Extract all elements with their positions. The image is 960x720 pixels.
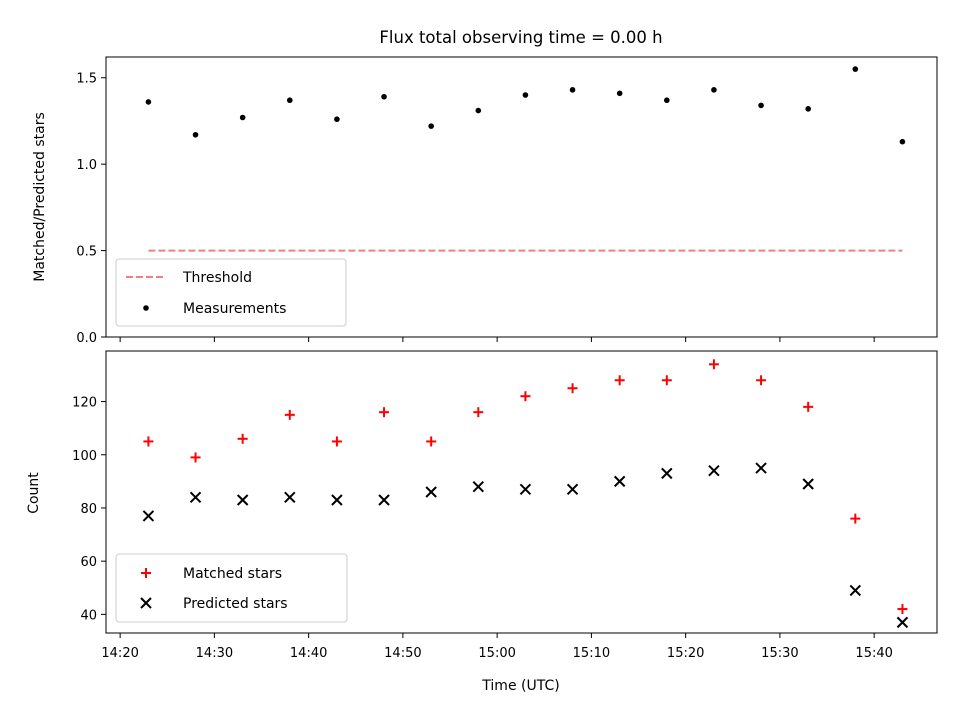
- top-y-axis-label: Matched/Predicted stars: [32, 112, 48, 282]
- bottom-x-tick-label: 14:30: [196, 646, 233, 661]
- predicted-star-point: [425, 486, 437, 498]
- predicted-star-point: [849, 584, 862, 597]
- legend-predicted-swatch: [140, 597, 152, 609]
- measurement-point: [852, 66, 859, 72]
- measurement-point: [239, 114, 246, 121]
- bottom-axes-frame: [105, 350, 938, 634]
- top-panel: Flux total observing time = 0.00 h Match…: [32, 28, 938, 346]
- measurement-point: [381, 93, 387, 100]
- legend-measurements-swatch: [143, 305, 149, 311]
- matched-star-point: [614, 375, 625, 386]
- bottom-x-tick-label: 15:10: [573, 646, 610, 661]
- measurement-point: [899, 138, 906, 145]
- measurement-point: [805, 106, 811, 112]
- top-x-ticks: [119, 337, 875, 342]
- measurement-point: [286, 97, 293, 104]
- bottom-legend: Matched stars Predicted stars: [115, 553, 348, 623]
- measurement-point: [616, 90, 623, 97]
- bottom-x-tick-label: 15:00: [478, 646, 515, 661]
- matched-star-point: [520, 391, 531, 402]
- measurement-point: [569, 87, 576, 93]
- bottom-y-tick-label: 60: [80, 555, 97, 570]
- top-plot-area: [145, 66, 906, 252]
- predicted-star-point: [708, 465, 720, 477]
- measurement-point: [522, 92, 529, 98]
- measurement-point: [145, 99, 152, 105]
- predicted-star-point: [284, 491, 296, 504]
- measurement-point: [428, 123, 434, 129]
- top-y-tick-label: 1.5: [76, 72, 97, 87]
- predicted-star-point: [613, 475, 626, 488]
- predicted-star-point: [472, 480, 485, 493]
- measurement-point: [758, 102, 764, 109]
- bottom-y-ticks: 40 60 80 100 120: [72, 396, 106, 623]
- matched-star-point: [661, 375, 672, 386]
- predicted-star-point: [378, 494, 390, 506]
- bottom-y-tick-label: 100: [72, 449, 97, 464]
- measurement-point: [475, 107, 482, 114]
- legend-threshold-label: Threshold: [182, 270, 252, 286]
- matched-star-point: [567, 383, 578, 394]
- matched-star-point: [473, 407, 484, 418]
- legend-plus-marker: [141, 568, 151, 578]
- bottom-y-tick-label: 120: [72, 396, 97, 411]
- bottom-y-axis-label: Count: [26, 472, 42, 514]
- matched-star-point: [284, 409, 295, 420]
- bottom-x-tick-label: 14:50: [384, 646, 421, 661]
- bottom-legend-box: [115, 553, 348, 623]
- predicted-star-point: [519, 483, 532, 496]
- bottom-x-tick-label: 15:20: [667, 646, 704, 661]
- matched-star-point: [237, 433, 248, 444]
- matched-star-point: [143, 436, 154, 447]
- top-y-tick-label: 1.0: [76, 158, 97, 173]
- matched-star-point: [897, 604, 908, 615]
- predicted-star-point: [236, 494, 249, 506]
- chart-title: Flux total observing time = 0.00 h: [379, 28, 662, 47]
- measurement-point: [664, 97, 670, 104]
- matched-star-point: [190, 452, 201, 463]
- predicted-star-point: [331, 494, 343, 506]
- legend-matched-label: Matched stars: [183, 566, 282, 582]
- bottom-x-tick-label: 14:20: [101, 646, 138, 661]
- measurement-point: [334, 116, 340, 123]
- measurement-point: [711, 87, 717, 93]
- matched-star-point: [708, 359, 719, 370]
- bottom-y-tick-label: 80: [80, 502, 97, 517]
- bottom-y-tick-label: 40: [80, 608, 97, 623]
- bottom-panel: Count Time (UTC) 40 60 80 100 120 14:20 14:30…: [26, 350, 938, 694]
- predicted-star-point: [142, 510, 155, 522]
- top-y-tick-label: 0.0: [76, 331, 97, 346]
- matched-star-point: [426, 436, 437, 447]
- predicted-star-point: [189, 491, 202, 504]
- x-axis-label: Time (UTC): [481, 678, 559, 694]
- legend-predicted-label: Predicted stars: [183, 596, 288, 612]
- matched-star-point: [331, 436, 342, 447]
- legend-measurements-label: Measurements: [183, 301, 286, 317]
- top-y-tick-label: 0.5: [76, 245, 97, 260]
- top-legend-box: [115, 258, 347, 327]
- predicted-star-point: [802, 478, 814, 490]
- predicted-star-point: [896, 616, 909, 629]
- top-y-ticks: 0.0 0.5 1.0 1.5: [76, 72, 106, 346]
- matched-star-point: [379, 407, 390, 418]
- matched-star-point: [756, 375, 767, 386]
- bottom-x-tick-label: 15:40: [855, 646, 892, 661]
- predicted-star-point: [755, 462, 767, 474]
- matched-star-point: [850, 513, 861, 524]
- top-axes-frame: [105, 56, 938, 338]
- legend-matched-swatch: [141, 568, 151, 578]
- predicted-star-point: [566, 483, 579, 496]
- measurement-point: [192, 131, 199, 138]
- top-legend: Threshold Measurements: [115, 258, 347, 327]
- bottom-x-tick-label: 15:30: [761, 646, 798, 661]
- predicted-star-point: [661, 467, 673, 480]
- legend-cross-marker: [140, 597, 152, 609]
- bottom-plot-area: [142, 359, 909, 629]
- bottom-x-tick-label: 14:40: [290, 646, 327, 661]
- matched-star-point: [803, 401, 814, 412]
- bottom-x-ticks: 14:20 14:30 14:40 14:50 15:00 15:10 15:20 15:30…: [101, 633, 893, 661]
